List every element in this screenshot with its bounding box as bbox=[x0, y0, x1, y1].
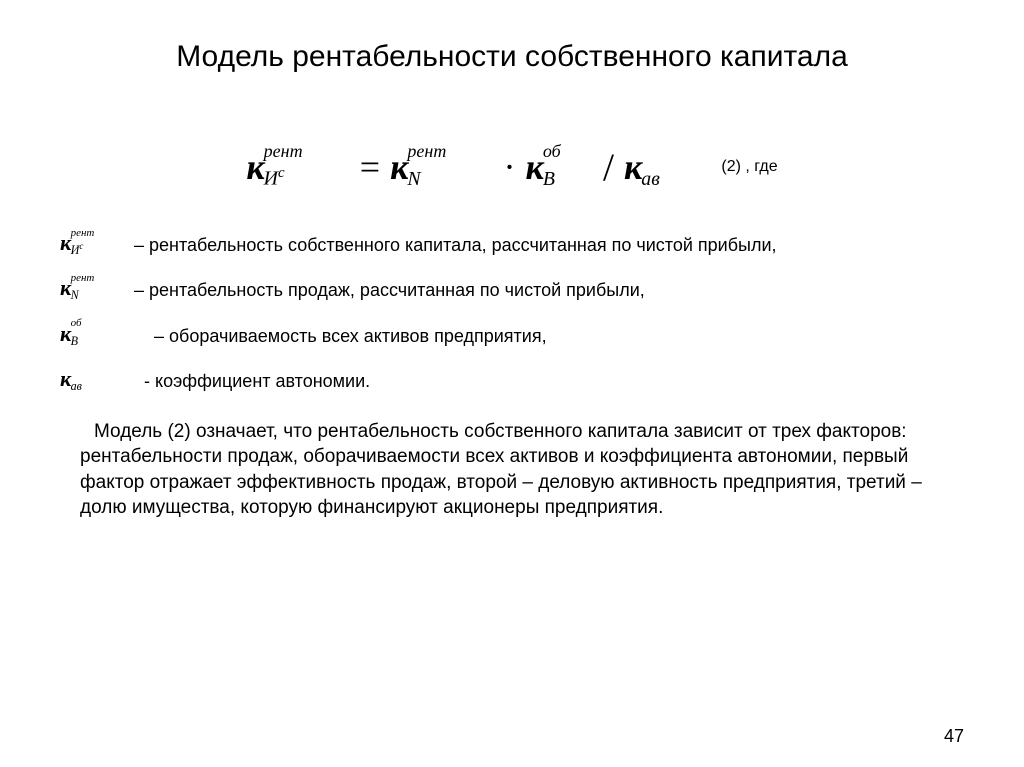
definition-row: к рент N – рентабельность продаж, рассчи… bbox=[60, 275, 964, 302]
term-k-b-ob: к об В bbox=[526, 146, 544, 188]
term-k-n-rent: к рент N bbox=[390, 146, 408, 188]
dot-operator: · bbox=[504, 146, 516, 188]
def-symbol-k-b-ob: к об В bbox=[60, 321, 130, 347]
term-k-av: к ав bbox=[624, 146, 642, 188]
def-text: – рентабельность собственного капитала, … bbox=[134, 230, 777, 257]
definition-row: к ав - коэффициент автономии. bbox=[60, 366, 964, 393]
main-formula-row: к рент Ис = к рент N · к об В / к ав (2)… bbox=[60, 144, 964, 190]
body-paragraph: Модель (2) означает, что рентабельность … bbox=[80, 419, 964, 522]
main-formula: к рент Ис = к рент N · к об В / к ав bbox=[246, 144, 691, 190]
term-k-ic-rent: к рент Ис bbox=[246, 146, 264, 188]
equals-sign: = bbox=[360, 146, 380, 188]
def-symbol-k-ic-rent: к рент Ис bbox=[60, 230, 130, 256]
page-title: Модель рентабельности собственного капит… bbox=[60, 40, 964, 74]
def-text: – оборачиваемость всех активов предприят… bbox=[154, 321, 547, 348]
formula-number-note: (2) , где bbox=[721, 158, 777, 176]
definitions-list: к рент Ис – рентабельность собственного … bbox=[60, 230, 964, 394]
def-text: - коэффициент автономии. bbox=[144, 366, 370, 393]
def-symbol-k-av: к ав bbox=[60, 366, 130, 392]
definition-row: к рент Ис – рентабельность собственного … bbox=[60, 230, 964, 257]
def-text: – рентабельность продаж, рассчитанная по… bbox=[134, 275, 645, 302]
definition-row: к об В – оборачиваемость всех активов пр… bbox=[60, 321, 964, 348]
def-symbol-k-n-rent: к рент N bbox=[60, 275, 130, 301]
slash-operator: / bbox=[603, 144, 614, 190]
page-number: 47 bbox=[944, 726, 964, 747]
